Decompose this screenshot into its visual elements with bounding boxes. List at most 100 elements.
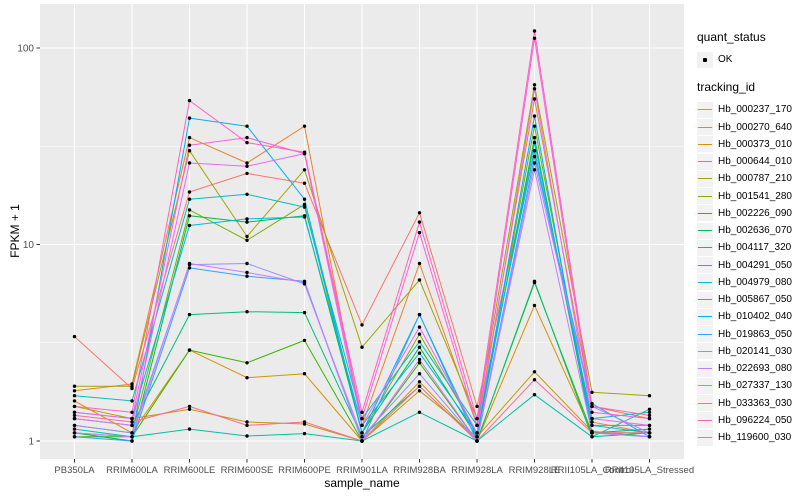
legend-key-box [697,136,713,153]
data-point [590,435,594,439]
data-point [360,431,364,435]
x-tick-label: RRIM928LA [451,465,503,476]
data-point [647,410,652,414]
legend-line-swatch [698,385,712,387]
legend-item-label: Hb_000644_010 [718,156,792,168]
legend-key-box [697,274,713,291]
x-tick-label: RRIM600LA [106,465,158,476]
legend-item: Hb_005867_050 [697,291,797,308]
legend-line-swatch [698,350,712,352]
legend-item-label: Hb_020141_030 [718,345,792,357]
data-point [245,423,249,428]
legend-key-box [697,239,713,256]
legend-item: Hb_004291_050 [697,257,797,274]
data-point [245,234,249,239]
legend-item-label: Hb_119600_030 [718,432,792,444]
data-point [187,266,192,270]
data-point [245,192,249,196]
data-point [532,135,537,140]
legend-item-label: Hb_019863_050 [718,328,792,340]
data-point [72,384,77,388]
data-point [417,340,422,344]
legend-key-box [697,119,713,136]
legend-item: Hb_002636_070 [697,222,797,239]
data-point [72,334,77,339]
x-tick-label: RRIM928LE [509,465,561,476]
data-point [532,97,537,101]
data-point [532,140,537,145]
legend-key-box [697,326,713,343]
y-tick-label: 10 [23,240,35,251]
legend-key-box [697,257,713,274]
legend-line-swatch [698,333,712,335]
data-point [417,384,422,388]
legend-line-swatch [698,316,712,318]
legend-item: Hb_004117_320 [697,239,797,256]
data-point [532,36,537,40]
data-point [417,351,422,355]
data-point [647,413,652,418]
data-point [417,380,422,384]
data-point [245,420,249,424]
data-point [417,361,422,365]
legend-item-label: Hb_004117_320 [718,242,792,254]
legend-item: Hb_001541_280 [697,188,797,205]
legend-item-label: Hb_000270_640 [718,121,792,133]
legend-item-label: Hb_096224_050 [718,414,792,426]
legend-item-label: Hb_022693_080 [718,363,792,375]
legend-key-box [697,395,713,412]
legend-item: Hb_010402_040 [697,308,797,325]
data-point [417,357,422,362]
x-tick-label: RRII105LA_Stressed [605,465,694,476]
legend-key-box [697,188,713,205]
data-point [417,325,422,329]
data-point [532,168,537,172]
legend-line-swatch [698,264,712,266]
data-point [187,312,192,317]
data-point [245,124,249,128]
data-point [245,261,249,266]
data-point [647,416,652,421]
data-point [475,404,479,409]
legend-item: Hb_002226_090 [697,205,797,222]
data-point [417,372,422,376]
data-point [647,407,652,411]
ok-point-marker [703,57,707,62]
legend-item-label: Hb_002226_090 [718,207,792,219]
legend-item-ok: OK [697,51,797,68]
data-point [360,416,364,421]
data-point [590,401,594,406]
legend-item: Hb_000270_640 [697,119,797,136]
legend-item: Hb_000787_210 [697,170,797,187]
data-point [360,435,364,439]
data-point [417,389,422,393]
legend-key-box [697,377,713,394]
data-point [72,413,77,418]
legend-line-swatch [698,437,712,439]
legend-key-box [697,360,713,377]
legend-item: Hb_022693_080 [697,360,797,377]
data-point [475,435,479,439]
legend-key-box [697,308,713,325]
x-tick-label: PB350LA [54,465,95,476]
legend-quant-status-title: quant_status [697,30,766,44]
legend-item: Hb_096224_050 [697,412,797,429]
data-point [187,214,192,218]
legend-item-label: Hb_033363_030 [718,397,792,409]
data-point [532,154,537,159]
data-point [590,410,594,414]
legend-item: Hb_000644_010 [697,153,797,170]
x-tick-label: RRIM600PE [278,465,331,476]
data-point [130,435,134,439]
data-point [532,370,537,374]
data-point [417,278,422,282]
data-point [532,29,537,33]
data-point [72,399,77,403]
legend-line-swatch [698,212,712,214]
data-point [72,431,77,435]
x-tick-label: RRIM600LE [164,465,216,476]
legend: quant_status OK tracking_id Hb_000237_17… [697,30,797,446]
data-point [417,332,422,336]
data-point [360,410,364,414]
